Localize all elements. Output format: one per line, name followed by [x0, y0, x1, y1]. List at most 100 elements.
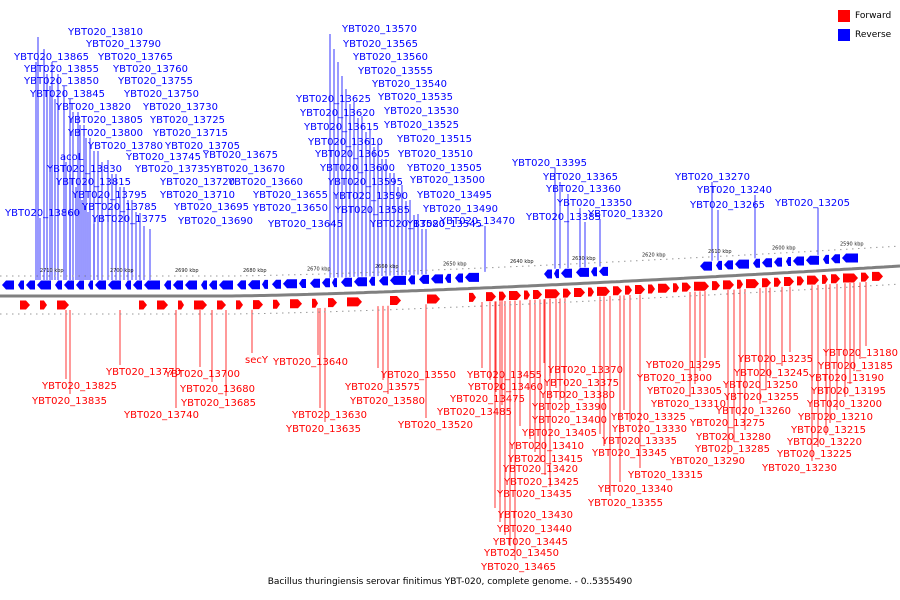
forward-gene-arrow: [253, 300, 263, 310]
gene-label: YBT020_13410: [508, 441, 584, 452]
gene-label: YBT020_13795: [71, 190, 147, 201]
reverse-gene-arrow: [95, 280, 106, 290]
reverse-gene-arrow: [283, 279, 297, 289]
forward-gene-arrow: [533, 290, 542, 299]
gene-label: YBT020_13375: [543, 378, 619, 389]
gene-label: YBT020_13320: [587, 209, 663, 220]
gene-label: YBT020_13290: [669, 456, 745, 467]
reverse-gene-arrow: [2, 280, 14, 290]
gene-label: YBT020_13705: [164, 141, 240, 152]
forward-gene-arrow: [843, 273, 858, 283]
forward-gene-arrow: [312, 298, 318, 308]
gene-label: YBT020_13190: [808, 373, 884, 384]
forward-gene-arrow: [625, 285, 632, 295]
reverse-gene-arrow: [185, 280, 197, 290]
gene-label: YBT020_13610: [307, 137, 383, 148]
reverse-gene-arrow: [88, 280, 93, 290]
gene-label: YBT020_13280: [695, 432, 771, 443]
gene-label: YBT020_13485: [436, 407, 512, 418]
genome-backbone: [0, 245, 900, 315]
gene-label: YBT020_13685: [180, 398, 256, 409]
gene-label: YBT020_13430: [497, 510, 573, 521]
forward-gene-arrow: [797, 276, 804, 286]
gene-label: YBT020_13765: [97, 52, 173, 63]
scale-dots-bottom: [0, 283, 900, 315]
forward-gene-arrow: [746, 279, 759, 289]
gene-label: YBT020_13660: [227, 177, 303, 188]
forward-gene-arrow: [861, 272, 869, 282]
gene-label: YBT020_13620: [299, 108, 375, 119]
reverse-gene-arrow: [64, 280, 74, 290]
gene-label: YBT020_13740: [123, 410, 199, 421]
gene-label: YBT020_13185: [817, 361, 893, 372]
gene-label: YBT020_13225: [776, 449, 852, 460]
forward-gene-arrow: [682, 282, 691, 292]
gene-label: YBT020_13360: [545, 184, 621, 195]
gene-label: YBT020_13405: [521, 428, 597, 439]
forward-gene-arrow: [648, 284, 655, 294]
gene-label: YBT020_13745: [125, 152, 201, 163]
reverse-gene-arrow: [310, 278, 320, 288]
reverse-gene-arrow: [408, 275, 415, 285]
reverse-gene-arrow: [26, 280, 35, 290]
gene-label: YBT020_13600: [319, 163, 395, 174]
genome-caption: Bacillus thuringiensis serovar finitimus…: [267, 577, 633, 587]
gene-label: YBT020_13520: [397, 420, 473, 431]
forward-gene-arrow: [328, 298, 337, 308]
legend-item-reverse: Reverse: [838, 27, 898, 43]
gene-features: [2, 253, 883, 310]
forward-gene-arrow: [574, 288, 585, 297]
forward-gene-arrow: [469, 292, 476, 302]
gene-label: YBT020_13305: [646, 386, 722, 397]
gene-label: YBT020_13625: [295, 94, 371, 105]
gene-label: YBT020_13630: [291, 410, 367, 421]
gene-label: YBT020_13195: [810, 386, 886, 397]
forward-gene-arrow: [613, 286, 622, 296]
gene-label: YBT020_13855: [23, 64, 99, 75]
gene-label: YBT020_13450: [483, 548, 559, 559]
gene-label: YBT020_13475: [449, 394, 525, 405]
gene-label: YBT020_13380: [539, 390, 615, 401]
reverse-gene-arrow: [209, 280, 217, 290]
forward-gene-arrow: [588, 287, 594, 297]
gene-label: YBT020_13785: [81, 202, 157, 213]
gene-label: YBT020_13865: [13, 52, 89, 63]
forward-gene-arrow: [822, 274, 828, 284]
forward-gene-arrow: [20, 300, 30, 310]
gene-label: YBT020_13370: [547, 365, 623, 376]
tick-label: 2710 kbp: [40, 268, 64, 274]
reverse-gene-arrow: [591, 267, 597, 277]
gene-label: YBT020_13510: [397, 149, 473, 160]
gene-label: YBT020_13350: [556, 198, 632, 209]
forward-gene-arrow: [774, 277, 781, 287]
reverse-gene-arrow: [164, 280, 171, 290]
gene-label: YBT020_13250: [722, 380, 798, 391]
gene-label: YBT020_13200: [806, 399, 882, 410]
forward-gene-arrow: [737, 279, 743, 289]
reverse-gene-arrow: [219, 280, 233, 290]
gene-label: YBT020_13550: [380, 370, 456, 381]
reverse-gene-arrow: [431, 274, 443, 284]
forward-gene-arrow: [784, 277, 794, 286]
forward-gene-arrow: [545, 289, 560, 299]
gene-label: YBT020_13390: [531, 402, 607, 413]
gene-label: YBT020_13415: [507, 454, 583, 465]
reverse-gene-arrow: [831, 254, 840, 264]
gene-label: YBT020_13245: [733, 368, 809, 379]
tick-label: 2690 kbp: [175, 268, 199, 274]
gene-label: YBT020_13710: [159, 190, 235, 201]
forward-gene-arrow: [723, 280, 734, 290]
reverse-gene-arrow: [806, 255, 819, 265]
gene-label: YBT020_13575: [344, 382, 420, 393]
gene-label: YBT020_13715: [152, 128, 228, 139]
reverse-gene-arrow: [455, 273, 463, 283]
reverse-gene-arrow: [37, 280, 51, 290]
gene-label: YBT020_13470: [439, 216, 515, 227]
reverse-gene-arrow: [735, 259, 749, 269]
gene-label: YBT020_13830: [46, 164, 122, 175]
forward-gene-arrow: [178, 300, 184, 310]
gene-label: YBT020_13700: [164, 369, 240, 380]
gene-label: YBT020_13690: [177, 216, 253, 227]
reverse-gene-arrow: [724, 260, 733, 270]
gene-label: YBT020_13285: [694, 444, 770, 455]
